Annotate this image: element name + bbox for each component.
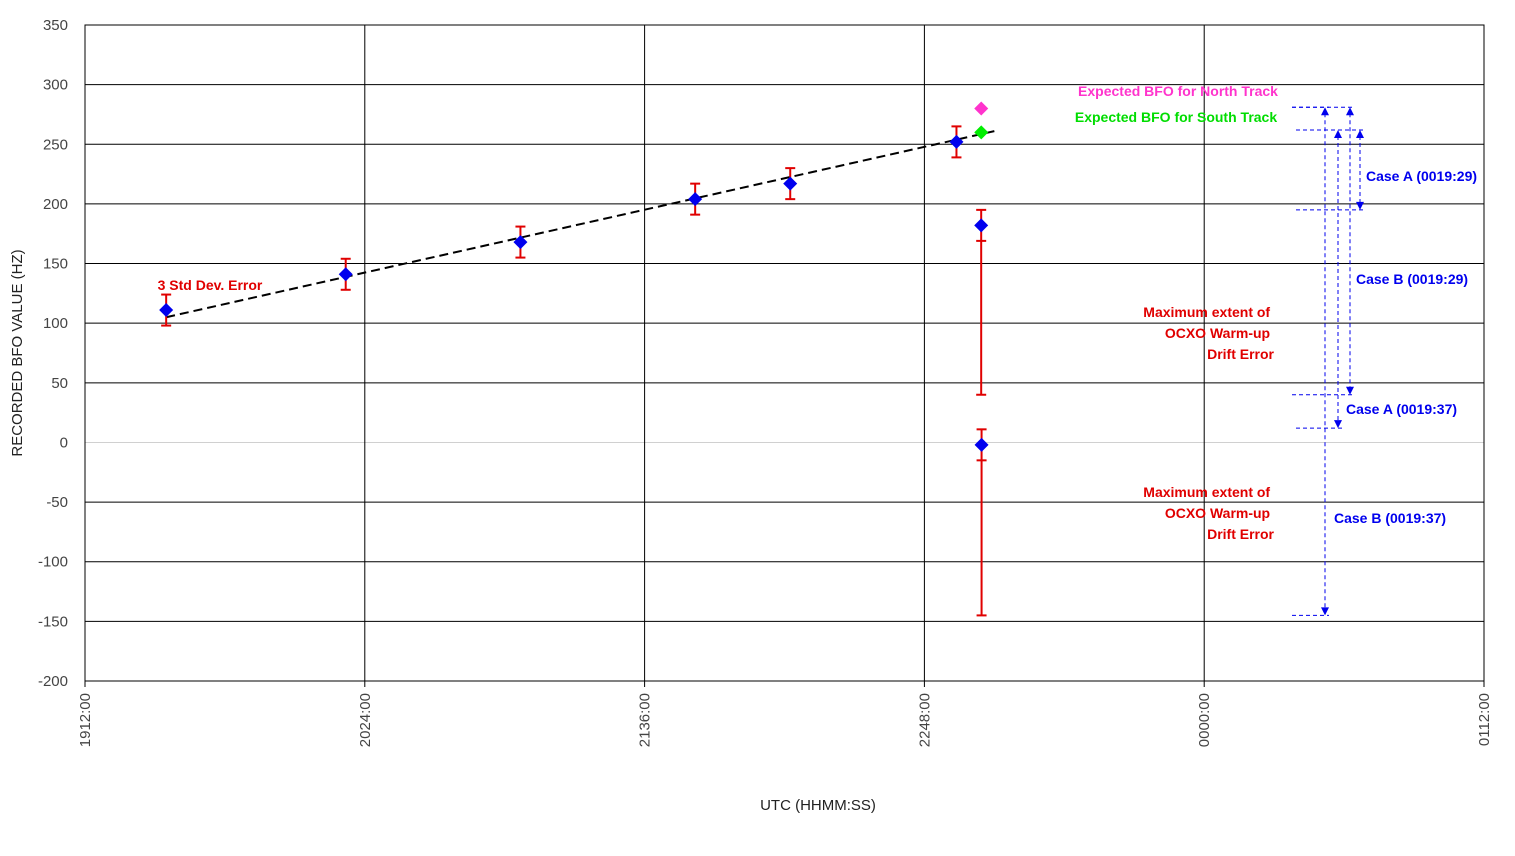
x-tick-label: 2136:00: [637, 693, 654, 747]
data-point: [783, 176, 798, 191]
error-bars: [161, 125, 987, 617]
case-b-0019-37-label: Case B (0019:37): [1334, 510, 1446, 526]
trend-line-layer: [165, 130, 995, 319]
case-a-0019-37-label: Case A (0019:37): [1346, 401, 1457, 417]
x-tick-label: 2024:00: [357, 693, 374, 747]
y-tick-label: 350: [43, 17, 68, 34]
drift-label-upper: Maximum extent of OCXO Warm-up Drift Err…: [1143, 304, 1274, 362]
x-axis-title: UTC (HHMM:SS): [760, 797, 876, 814]
case-arrow-head-up: [1346, 107, 1354, 116]
x-tick-label: 2248:00: [916, 693, 933, 747]
expected-bfo-point: [974, 125, 989, 140]
case-b-0019-29-label: Case B (0019:29): [1356, 271, 1468, 287]
x-tick-label: 0000:00: [1196, 693, 1213, 747]
y-tick-label: -150: [38, 613, 68, 630]
drift-label-lower: Maximum extent of OCXO Warm-up Drift Err…: [1143, 484, 1274, 542]
case-arrow-head-up: [1356, 129, 1364, 138]
y-tick-label: 0: [60, 434, 68, 451]
tick-labels: 350 300 250 200 150 100 50 0 -50 -100 -150 -200 1912…: [38, 17, 1493, 747]
y-tick-label: 150: [43, 256, 68, 273]
data-point: [338, 267, 353, 282]
x-tick-label: 1912:00: [77, 693, 94, 747]
y-tick-label: -100: [38, 554, 68, 571]
case-arrow-head-down: [1356, 201, 1364, 210]
case-arrow-head-down: [1321, 607, 1329, 616]
data-point: [974, 437, 989, 452]
expected-bfo-point: [974, 101, 989, 116]
data-point: [513, 235, 528, 250]
data-point: [974, 218, 989, 233]
y-tick-label: -50: [46, 494, 68, 511]
trend-line: [165, 130, 995, 319]
case-arrow-head-up: [1321, 107, 1329, 116]
data-point: [688, 192, 703, 207]
case-arrow-head-down: [1334, 420, 1342, 429]
case-a-0019-29-label: Case A (0019:29): [1366, 168, 1477, 184]
data-point: [159, 303, 174, 318]
data-points: [159, 101, 989, 452]
y-tick-label: 200: [43, 196, 68, 213]
std-dev-label: 3 Std Dev. Error: [158, 277, 263, 293]
y-axis-title: RECORDED BFO VALUE (HZ): [9, 249, 26, 456]
case-arrow-head-down: [1346, 386, 1354, 395]
plot-border: [84, 24, 1485, 682]
y-tick-label: 100: [43, 315, 68, 332]
y-tick-label: 300: [43, 77, 68, 94]
y-tick-label: -200: [38, 673, 68, 690]
y-tick-label: 50: [51, 375, 68, 392]
case-arrows: [1292, 106, 1364, 616]
grid: [84, 24, 1485, 687]
case-arrow-head-up: [1334, 129, 1342, 138]
data-point: [949, 134, 964, 149]
x-tick-label: 0112:00: [1476, 693, 1493, 746]
expected-north-label: Expected BFO for North Track: [1078, 83, 1278, 99]
y-tick-label: 250: [43, 136, 68, 153]
expected-south-label: Expected BFO for South Track: [1075, 109, 1277, 125]
